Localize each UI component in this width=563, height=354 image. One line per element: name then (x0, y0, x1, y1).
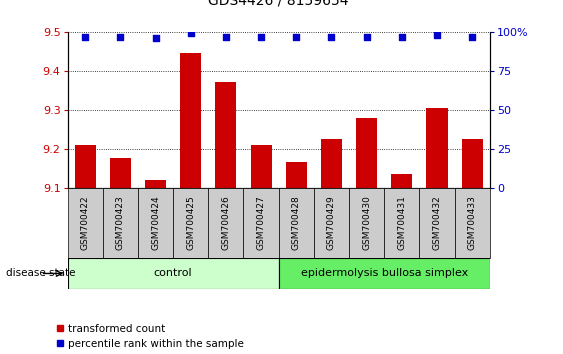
Point (151, 35, 160, 41)
Bar (180, 53, 202, 188)
Text: GSM700431: GSM700431 (397, 195, 406, 251)
Point (221, 34, 230, 39)
Text: GSM700433: GSM700433 (468, 195, 477, 251)
Legend: transformed count, percentile rank within the sample: transformed count, percentile rank withi… (56, 324, 244, 349)
Bar (173, 188, 208, 258)
Point (116, 34, 125, 39)
Point (81, 34, 90, 39)
Text: GSM700426: GSM700426 (221, 196, 230, 250)
Bar (314, 188, 349, 258)
Text: GSM700430: GSM700430 (362, 195, 371, 251)
Bar (103, 188, 138, 258)
Text: GDS4426 / 8159654: GDS4426 / 8159654 (208, 0, 349, 7)
Bar (215, 82, 236, 188)
Point (186, 30, 195, 36)
Bar (279, 258, 490, 289)
Text: GSM700423: GSM700423 (116, 196, 125, 250)
Bar (74, 145, 96, 188)
Bar (243, 188, 279, 258)
Bar (208, 188, 243, 258)
Text: GSM700422: GSM700422 (81, 196, 90, 250)
Bar (251, 145, 271, 188)
Bar (279, 188, 314, 258)
Text: GSM700428: GSM700428 (292, 196, 301, 250)
Text: GSM700429: GSM700429 (327, 196, 336, 250)
Bar (68, 188, 103, 258)
Bar (419, 188, 455, 258)
Point (362, 34, 371, 39)
Bar (455, 188, 490, 258)
Bar (427, 108, 448, 188)
Bar (145, 180, 166, 188)
Bar (138, 188, 173, 258)
Point (397, 34, 406, 39)
Text: disease state: disease state (6, 268, 75, 279)
Text: epidermolysis bullosa simplex: epidermolysis bullosa simplex (301, 268, 468, 279)
Text: GSM700432: GSM700432 (432, 196, 441, 250)
Bar (356, 118, 377, 188)
Bar (285, 162, 307, 188)
Point (468, 34, 477, 39)
Bar (110, 158, 131, 188)
Bar (321, 139, 342, 188)
Text: GSM700424: GSM700424 (151, 196, 160, 250)
Bar (349, 188, 384, 258)
Bar (391, 174, 412, 188)
Point (432, 32, 441, 38)
Text: control: control (154, 268, 193, 279)
Text: GSM700425: GSM700425 (186, 196, 195, 250)
Bar (462, 139, 483, 188)
Bar (384, 188, 419, 258)
Point (327, 34, 336, 39)
Bar (68, 258, 279, 289)
Point (257, 34, 266, 39)
Point (292, 34, 301, 39)
Text: GSM700427: GSM700427 (257, 196, 266, 250)
